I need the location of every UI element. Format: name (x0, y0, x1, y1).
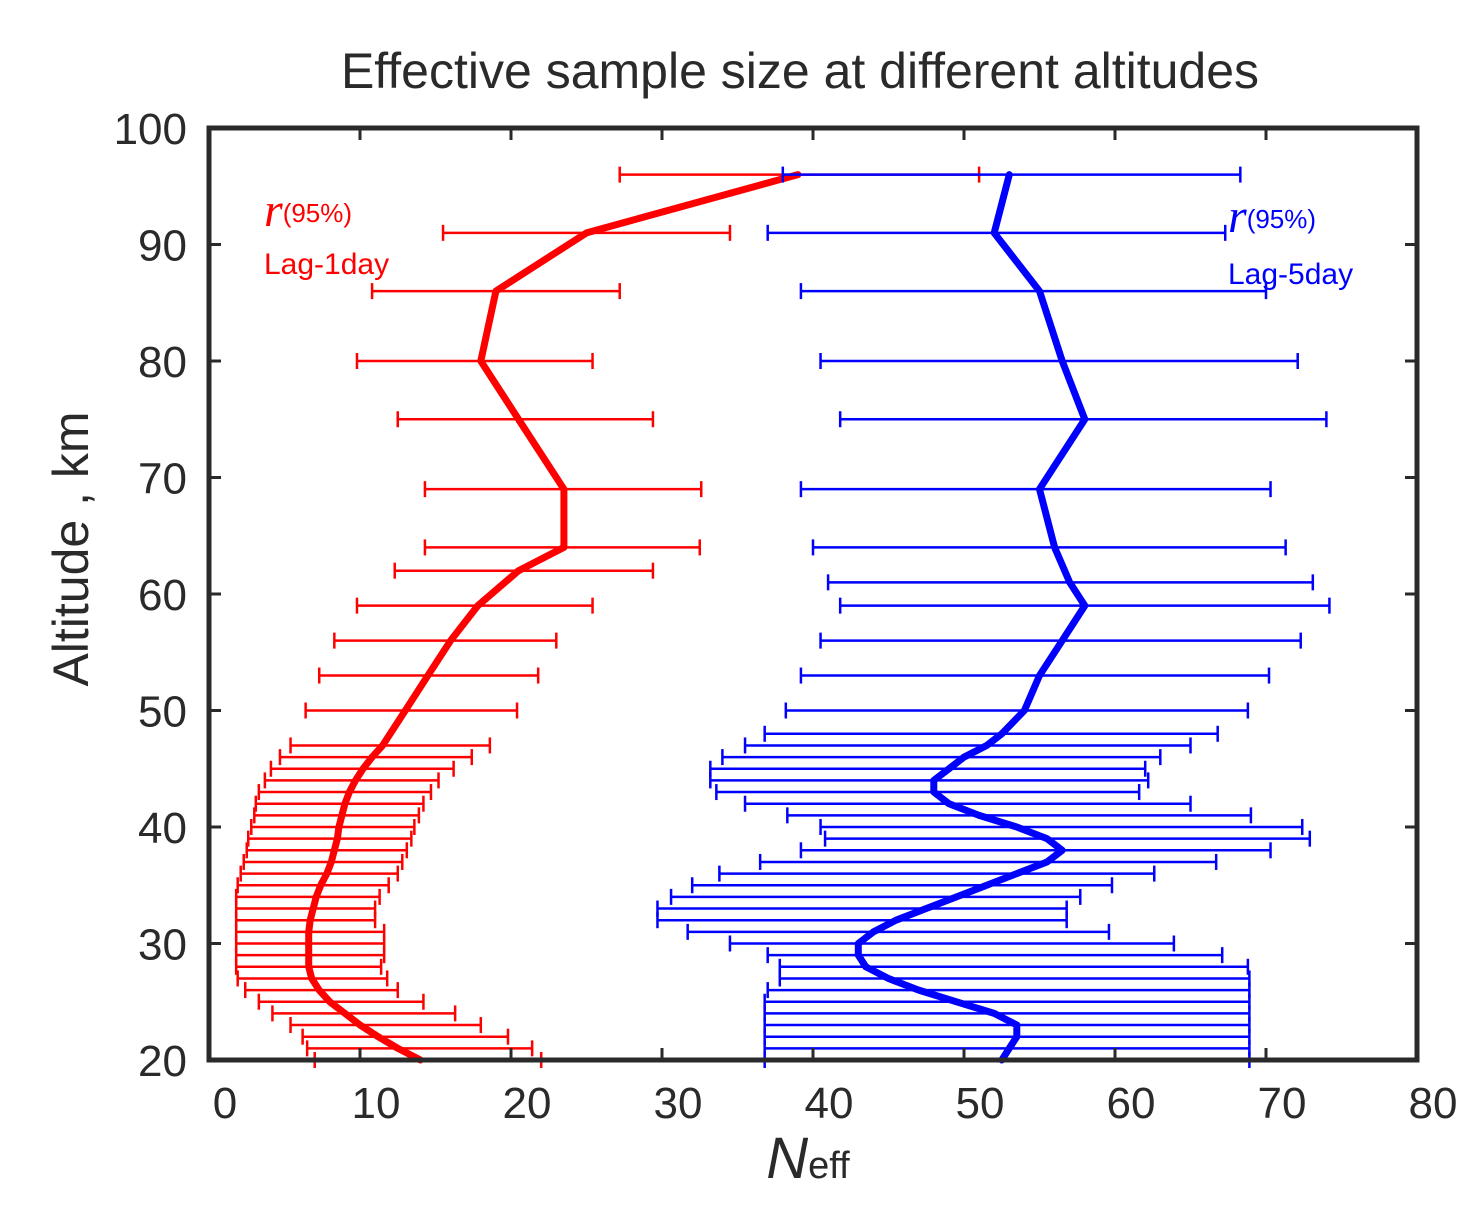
annotation-lag5-r: r(95%) (1228, 190, 1316, 243)
x-tick-label: 40 (805, 1079, 854, 1128)
x-tick-label: 80 (1409, 1079, 1458, 1128)
error-bar (396, 411, 655, 428)
error-bar (811, 539, 1287, 556)
x-tick-label: 0 (213, 1079, 237, 1128)
error-bar (758, 853, 1218, 870)
error-bar (239, 865, 399, 882)
y-tick-label: 80 (138, 338, 187, 387)
error-bar (669, 888, 1082, 905)
x-axis-label: Neff (766, 1126, 850, 1191)
error-bar (823, 830, 1312, 847)
y-tick-label: 50 (138, 688, 187, 737)
annotation-lag5-sub: (95%) (1247, 204, 1316, 234)
y-tick-label: 40 (138, 804, 187, 853)
series-line (305, 171, 802, 1064)
error-bar (799, 283, 1268, 300)
error-bar (766, 982, 1251, 999)
error-bar (257, 993, 425, 1010)
error-bar (289, 1017, 483, 1034)
error-bar (304, 702, 519, 719)
error-bar (778, 970, 1251, 987)
axis-layer: 0 10 20 30 40 50 60 70 80 20 30 40 50 60 70 80 90 100 (114, 105, 1458, 1128)
error-bar (715, 784, 1141, 801)
chart-title: Effective sample size at different altit… (341, 43, 1259, 99)
error-bar (786, 807, 1253, 824)
error-bar (245, 842, 409, 859)
x-tick-label: 10 (352, 1079, 401, 1128)
error-bar (718, 865, 1156, 882)
x-tick-label: 70 (1258, 1079, 1307, 1128)
y-axis-label: Altitude , km (43, 411, 99, 686)
y-tick-label: 30 (138, 921, 187, 970)
error-bar (355, 353, 594, 369)
error-bar (250, 819, 416, 835)
error-bar (763, 1028, 1251, 1045)
y-tick-label: 100 (114, 105, 187, 154)
series-layer (234, 166, 1331, 1068)
error-bar (234, 912, 377, 929)
series-line (854, 171, 1089, 1064)
y-tick-label: 20 (138, 1037, 187, 1086)
error-bar (709, 772, 1150, 789)
error-bar (656, 900, 1068, 917)
error-bar (778, 958, 1250, 975)
error-bar (799, 481, 1272, 498)
error-bar (236, 877, 390, 894)
series-lag1 (234, 166, 981, 1068)
error-bar (690, 877, 1114, 894)
error-bar (242, 853, 404, 870)
annotation-lag5-label: Lag-5day (1228, 258, 1353, 291)
error-bar (234, 900, 377, 917)
legend-annotation-lag5: r(95%) Lag-5day (1228, 190, 1353, 291)
x-tick-label: 60 (1107, 1079, 1156, 1128)
y-tick-label: 90 (138, 222, 187, 271)
annotation-lag1-r-symbol: r (264, 184, 283, 237)
error-bar (743, 795, 1192, 812)
x-tick-label: 50 (956, 1079, 1005, 1128)
error-bar (709, 760, 1147, 777)
y-tick-label: 60 (138, 571, 187, 620)
error-bar (253, 807, 421, 824)
legend-annotation-lag1: r(95%) Lag-1day (264, 184, 389, 281)
error-bar (656, 912, 1068, 929)
annotation-lag5-r-symbol: r (1228, 190, 1247, 243)
error-bar (271, 1005, 457, 1022)
error-bar (728, 935, 1176, 952)
error-bar (721, 749, 1162, 766)
annotation-lag1-r: r(95%) (264, 184, 352, 237)
y-tick-label: 70 (138, 455, 187, 504)
error-bar (799, 842, 1272, 859)
annotation-lag1-sub: (95%) (283, 198, 352, 228)
error-bar (799, 667, 1271, 684)
x-tick-label: 30 (654, 1079, 703, 1128)
x-axis-label-sub: eff (808, 1145, 850, 1187)
error-bar (301, 1028, 510, 1045)
error-bar (784, 702, 1250, 719)
error-bar (743, 737, 1192, 754)
x-axis-label-main: N (766, 1126, 808, 1191)
error-bar (247, 830, 413, 847)
series-lag5 (656, 166, 1331, 1068)
error-bar (254, 795, 425, 812)
error-bar (257, 784, 433, 801)
error-bar (305, 1040, 534, 1057)
error-bar (763, 725, 1219, 742)
error-bar (289, 737, 492, 754)
error-bar (819, 819, 1304, 835)
error-bar (686, 923, 1111, 940)
error-bar (766, 947, 1224, 964)
error-bar (333, 632, 558, 649)
x-tick-label: 20 (503, 1079, 552, 1128)
annotation-lag1-label: Lag-1day (264, 248, 389, 281)
error-bar (234, 888, 381, 905)
error-bar (763, 993, 1251, 1010)
